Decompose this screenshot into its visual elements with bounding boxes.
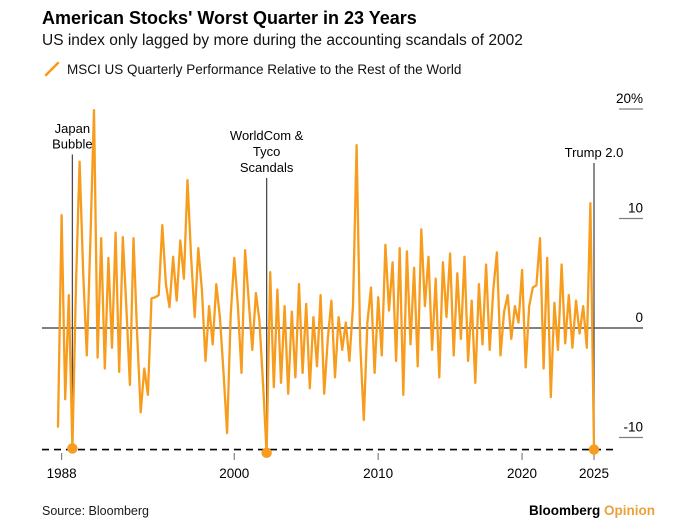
chart-title: American Stocks' Worst Quarter in 23 Yea… [42,8,417,28]
legend-label: MSCI US Quarterly Performance Relative t… [67,61,462,77]
event-marker-dot [67,443,78,454]
legend-line-icon [44,61,60,77]
x-axis-label: 2020 [507,466,537,481]
brand-bloomberg: Bloomberg [528,503,601,518]
chart-subtitle: US index only lagged by more during the … [42,32,523,49]
source-note: Source: Bloomberg [42,504,150,518]
x-axis-label: 1988 [47,466,77,481]
y-axis-label: -10 [623,420,643,435]
y-axis-label: 0 [635,310,643,325]
y-axis-label: 20% [616,91,643,106]
annotation-label: Scandals [240,160,294,175]
brand-opinion: Opinion [604,503,655,518]
annotation-label: Japan [55,121,90,136]
annotation-label: Trump 2.0 [565,145,624,160]
annotation-label: WorldCom & [230,128,304,143]
x-axis-label: 2025 [579,466,609,481]
legend: MSCI US Quarterly Performance Relative t… [44,61,461,77]
annotation-label: Tyco [253,144,280,159]
x-axis-label: 2010 [363,466,393,481]
y-axis-label: 10 [628,201,643,216]
annotation-label: Bubble [52,137,92,152]
brand-logo: Bloomberg Opinion [529,503,655,518]
event-marker-dot [588,444,600,455]
event-marker-dot [261,447,272,459]
x-axis-label: 2000 [219,466,249,481]
series-line [56,108,596,454]
